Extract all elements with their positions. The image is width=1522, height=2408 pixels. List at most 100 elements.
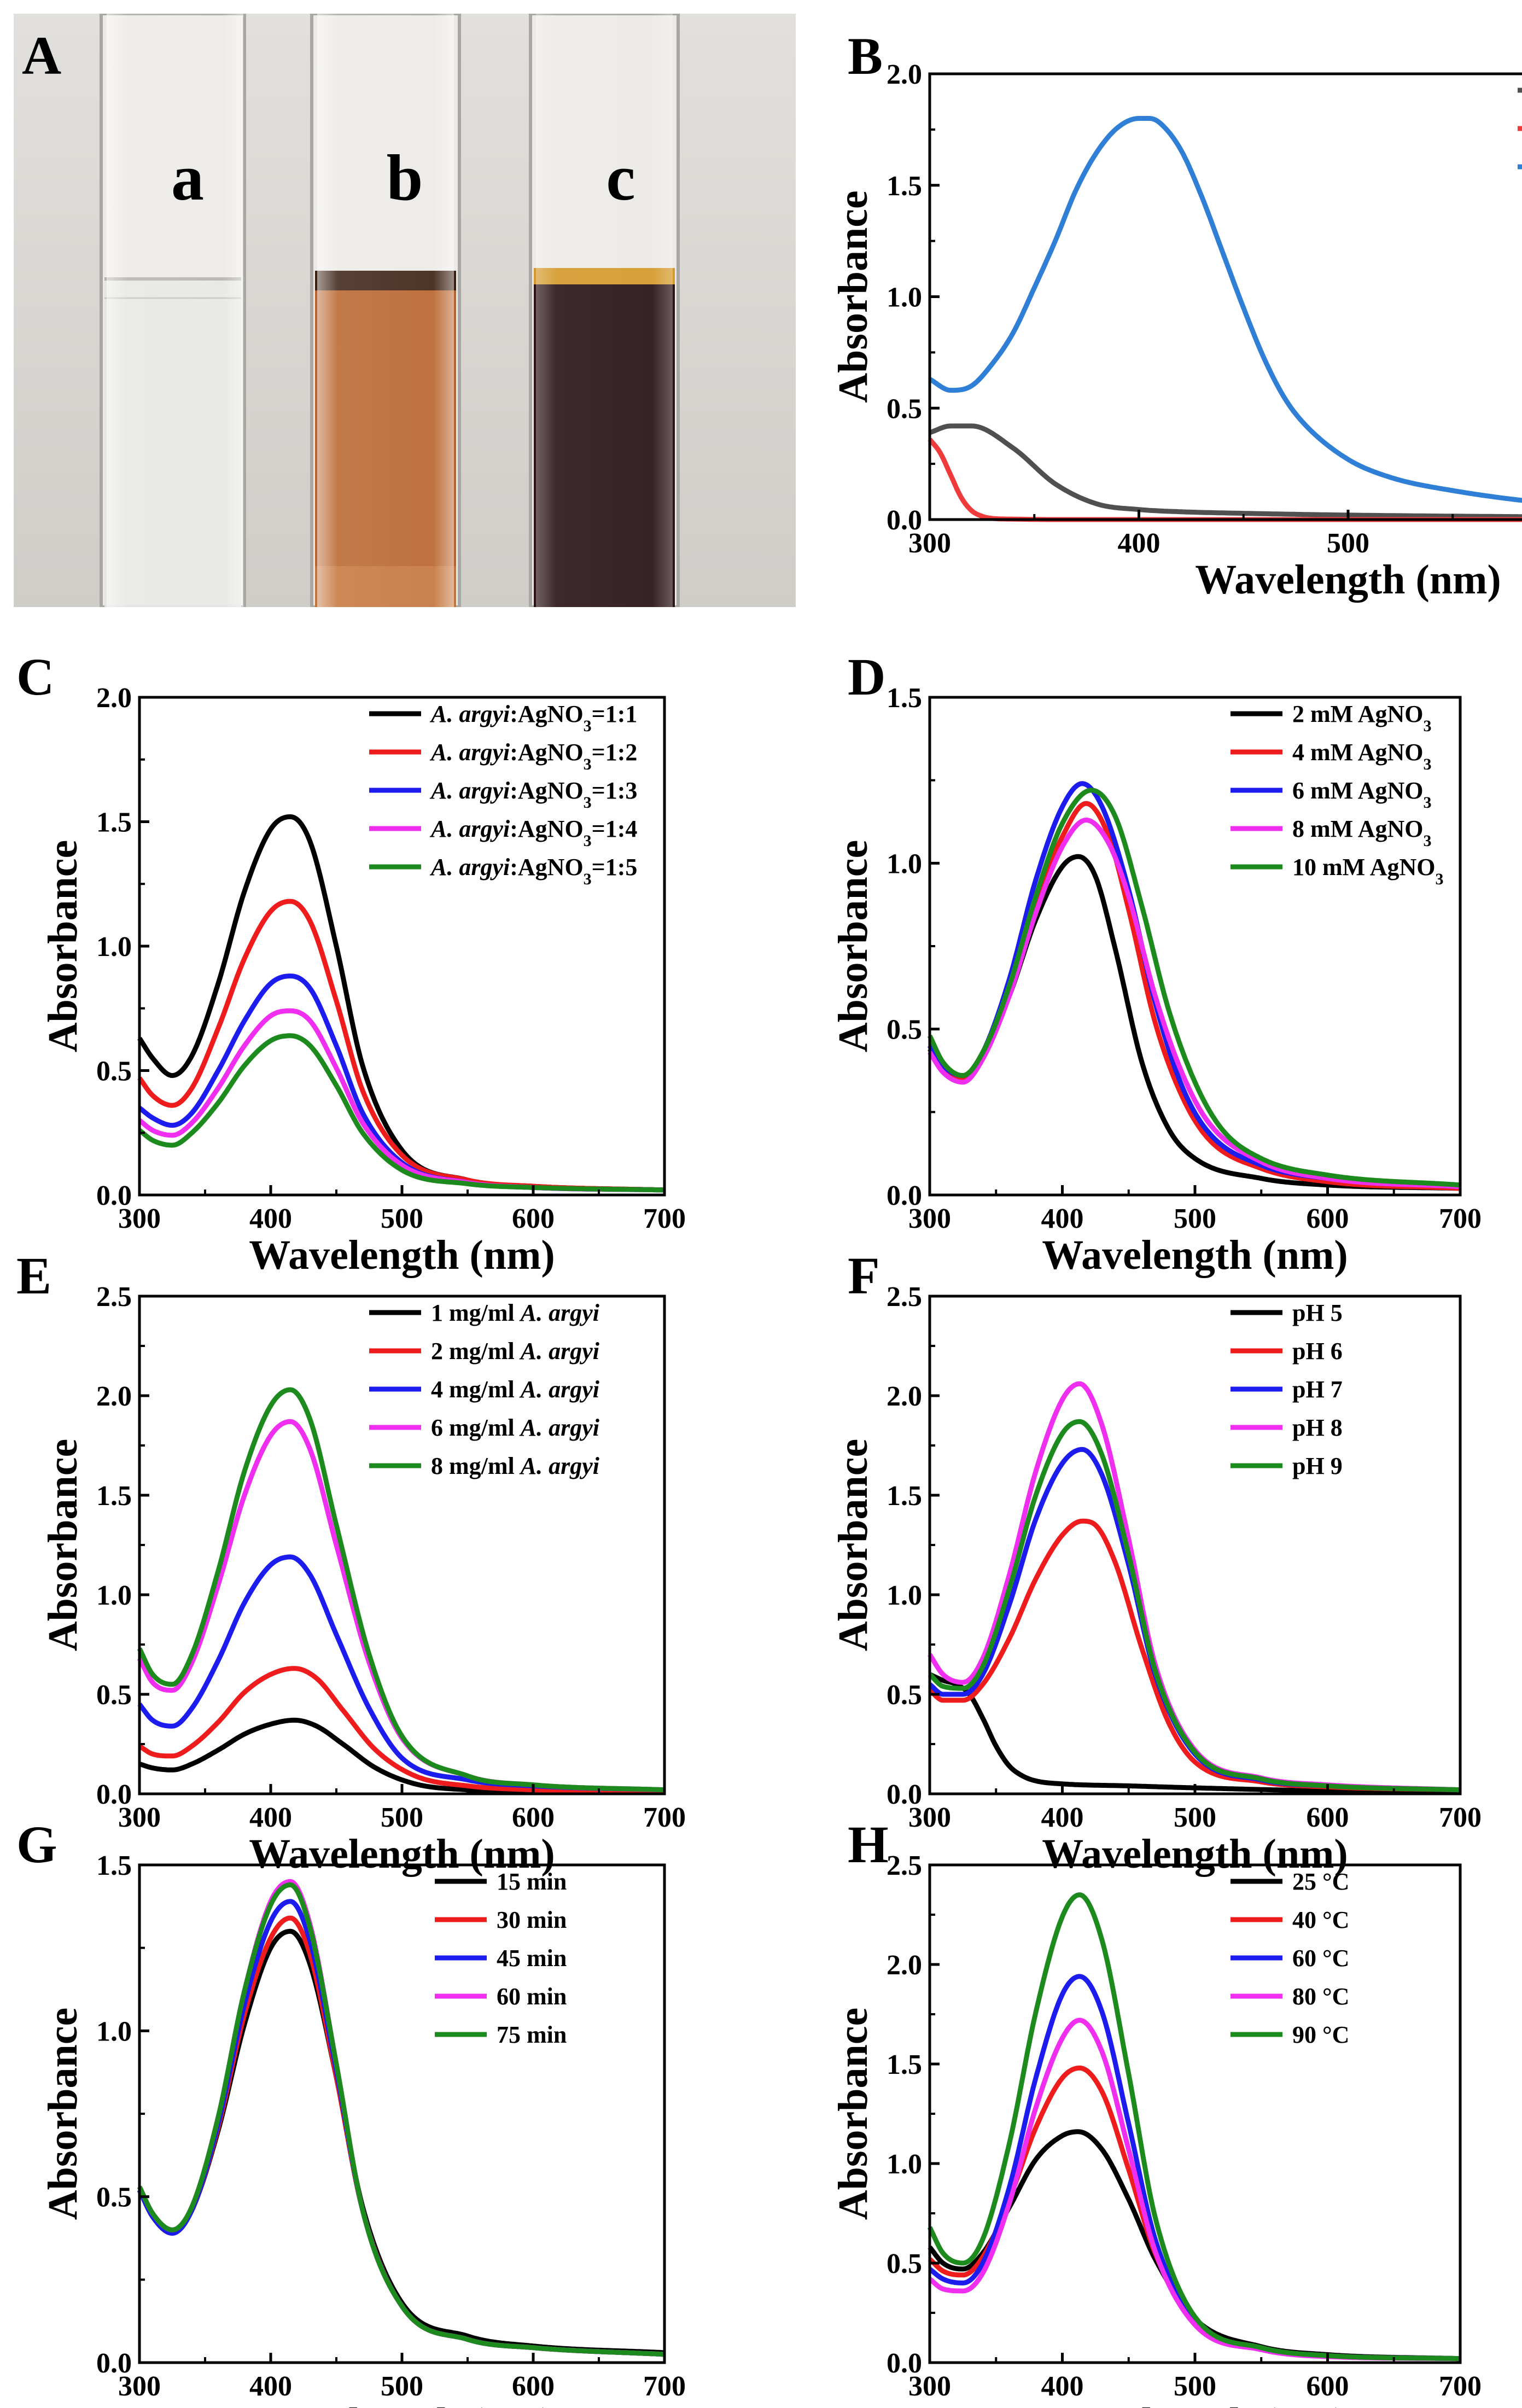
x-axis: 300 400 500 600 700 Wavelength (nm) — [118, 1784, 686, 1877]
series-line-1 — [137, 1928, 666, 2355]
legend-item: 15 min — [435, 1868, 567, 1895]
legend-item: 4 mg/ml A. argyi — [369, 1376, 600, 1403]
legend-item: 80 °C — [1231, 1983, 1349, 2010]
y-axis-title: Absorbance — [830, 190, 876, 403]
x-tick-label: 500 — [1174, 2371, 1216, 2402]
x-tick-label: 300 — [908, 528, 951, 559]
x-tick-label: 300 — [908, 1203, 951, 1234]
x-tick-label: 400 — [249, 2371, 292, 2402]
x-axis-title: Wavelength (nm) — [1042, 1831, 1348, 1877]
series-line-1 — [929, 423, 1522, 520]
legend-label: 4 mM AgNO3 — [1292, 739, 1432, 773]
series-line-5 — [928, 1419, 1462, 1793]
y-tick-label: 1.5 — [96, 1850, 132, 1881]
legend-item: 40 °C — [1231, 1906, 1349, 1933]
legend-label: 8 mM AgNO3 — [1292, 815, 1432, 850]
y-tick-label: 1.0 — [887, 1580, 922, 1611]
series-line-1 — [928, 1672, 1462, 1794]
series-line-3 — [928, 116, 1522, 503]
x-tick-label: 600 — [512, 1802, 555, 1833]
x-axis: 300 400 500 600 700 Wavelength (nm) — [118, 2353, 686, 2408]
series-line-2 — [137, 1915, 666, 2357]
y-tick-label: 1.0 — [96, 1580, 132, 1611]
x-tick-label: 400 — [1041, 1802, 1084, 1833]
legend-label: pH 9 — [1292, 1453, 1343, 1479]
y-tick-label: 2.5 — [96, 1281, 132, 1313]
legend-item: 60 min — [435, 1983, 567, 2010]
x-axis-title: Wavelength (nm) — [1195, 557, 1501, 603]
legend-item: AgNPs — [1518, 164, 1522, 170]
y-axis: 0.0 0.5 1.0 1.5 Absorbance — [830, 683, 940, 1211]
x-axis: 300 400 500 600 700 Wavelength (nm) — [908, 1784, 1482, 1877]
legend-item: A. argyi:AgNO3=1:4 — [369, 815, 637, 850]
legend-label: A. argyi:AgNO3=1:1 — [429, 701, 637, 735]
y-tick-label: 2.5 — [887, 1850, 922, 1881]
x-axis: 300 400 500 600 700 Wavelength (nm) — [118, 1185, 686, 1278]
y-tick-label: 1.0 — [96, 931, 132, 963]
legend-item: 8 mM AgNO3 — [1231, 815, 1432, 850]
legend-item: 45 min — [435, 1945, 567, 1972]
legend-item: AgNO3 — [1518, 126, 1522, 131]
legend-item: pH 7 — [1231, 1376, 1343, 1403]
legend: 1 mg/ml A. argyi 2 mg/ml A. argyi 4 mg/ml … — [369, 1299, 600, 1479]
chart-d: D 300 400 500 600 700 Wavelength (nm) 0.0 0.5 1.0… — [830, 648, 1482, 1278]
series-line-4 — [928, 818, 1462, 1190]
y-tick-label: 0.5 — [887, 393, 922, 424]
x-axis-title: Wavelength (nm) — [249, 1232, 555, 1278]
x-axis-title: Wavelength (nm) — [249, 1831, 555, 1877]
legend: A. argyi:AgNO3=1:1 A. argyi:AgNO3=1:2 A. a… — [369, 701, 637, 888]
series-group — [928, 116, 1522, 522]
x-tick-label: 500 — [1327, 528, 1369, 559]
x-tick-label: 700 — [1439, 1203, 1482, 1234]
legend-item: A. argyi:AgNO3=1:1 — [369, 701, 637, 735]
chart-g: G 300 400 500 600 700 Wavelength (nm) 0.0 0.5 1.0… — [16, 1815, 686, 2408]
legend-item: A. argyi:AgNO3=1:5 — [369, 854, 637, 888]
series-group — [137, 814, 666, 1193]
y-tick-label: 1.0 — [887, 848, 922, 879]
x-tick-label: 400 — [1041, 1203, 1084, 1234]
vial-photo: A a b c — [14, 14, 796, 607]
x-axis-title: Wavelength (nm) — [249, 2400, 555, 2408]
legend-label: A. argyi:AgNO3=1:3 — [429, 777, 637, 812]
chart-f: F 300 400 500 600 700 Wavelength (nm) 0.0 0.5 1.0… — [830, 1246, 1482, 1877]
y-tick-label: 0.0 — [887, 1180, 922, 1211]
x-tick-label: 400 — [249, 1802, 292, 1833]
plot-frame — [928, 1863, 1462, 2364]
legend-label: 75 min — [497, 2021, 567, 2048]
legend-item: 25 °C — [1231, 1868, 1349, 1895]
series-line-3 — [137, 1899, 666, 2357]
chart-e: E 300 400 500 600 700 Wavelength (nm) 0.0 0.5 1.0… — [16, 1246, 686, 1877]
legend-label: 45 min — [497, 1945, 567, 1972]
y-axis-title: Absorbance — [830, 2008, 876, 2220]
legend-label: 10 mM AgNO3 — [1292, 854, 1444, 888]
y-tick-label: 0.5 — [887, 1014, 922, 1046]
y-tick-label: 1.0 — [887, 2149, 922, 2180]
legend-item: 2 mM AgNO3 — [1231, 701, 1432, 735]
legend-item: 6 mg/ml A. argyi — [369, 1414, 600, 1441]
x-tick-label: 600 — [1307, 1203, 1349, 1234]
series-group — [927, 1892, 1462, 2362]
series-line-5 — [137, 1387, 666, 1793]
legend-label: 60 °C — [1292, 1945, 1349, 1972]
legend-item: 10 mM AgNO3 — [1231, 854, 1444, 888]
chart-h: H 300 400 500 600 700 Wavelength (nm) 0.0 0.5 1.0… — [830, 1815, 1482, 2408]
x-axis-title: Wavelength (nm) — [1042, 2400, 1348, 2408]
y-tick-label: 0.0 — [887, 1779, 922, 1810]
y-tick-label: 2.0 — [887, 59, 922, 90]
legend: 25 °C 40 °C 60 °C 80 °C 90 °C — [1231, 1868, 1349, 2048]
x-tick-label: 300 — [908, 1802, 951, 1833]
y-tick-label: 2.5 — [887, 1281, 922, 1313]
x-tick-label: 300 — [118, 2371, 161, 2402]
x-tick-label: 400 — [1118, 528, 1161, 559]
legend-item: 60 °C — [1231, 1945, 1349, 1972]
y-axis: 0.0 0.5 1.0 1.5 Absorbance — [40, 1850, 149, 2379]
x-tick-label: 400 — [249, 1203, 292, 1234]
y-tick-label: 0.5 — [96, 2182, 132, 2213]
x-tick-label: 700 — [1439, 2371, 1482, 2402]
legend-label: A. argyi:AgNO3=1:4 — [429, 815, 637, 850]
y-tick-label: 0.0 — [887, 505, 922, 536]
series-group — [928, 1381, 1462, 1794]
panel-label: D — [848, 648, 885, 706]
x-tick-label: 600 — [1307, 1802, 1349, 1833]
